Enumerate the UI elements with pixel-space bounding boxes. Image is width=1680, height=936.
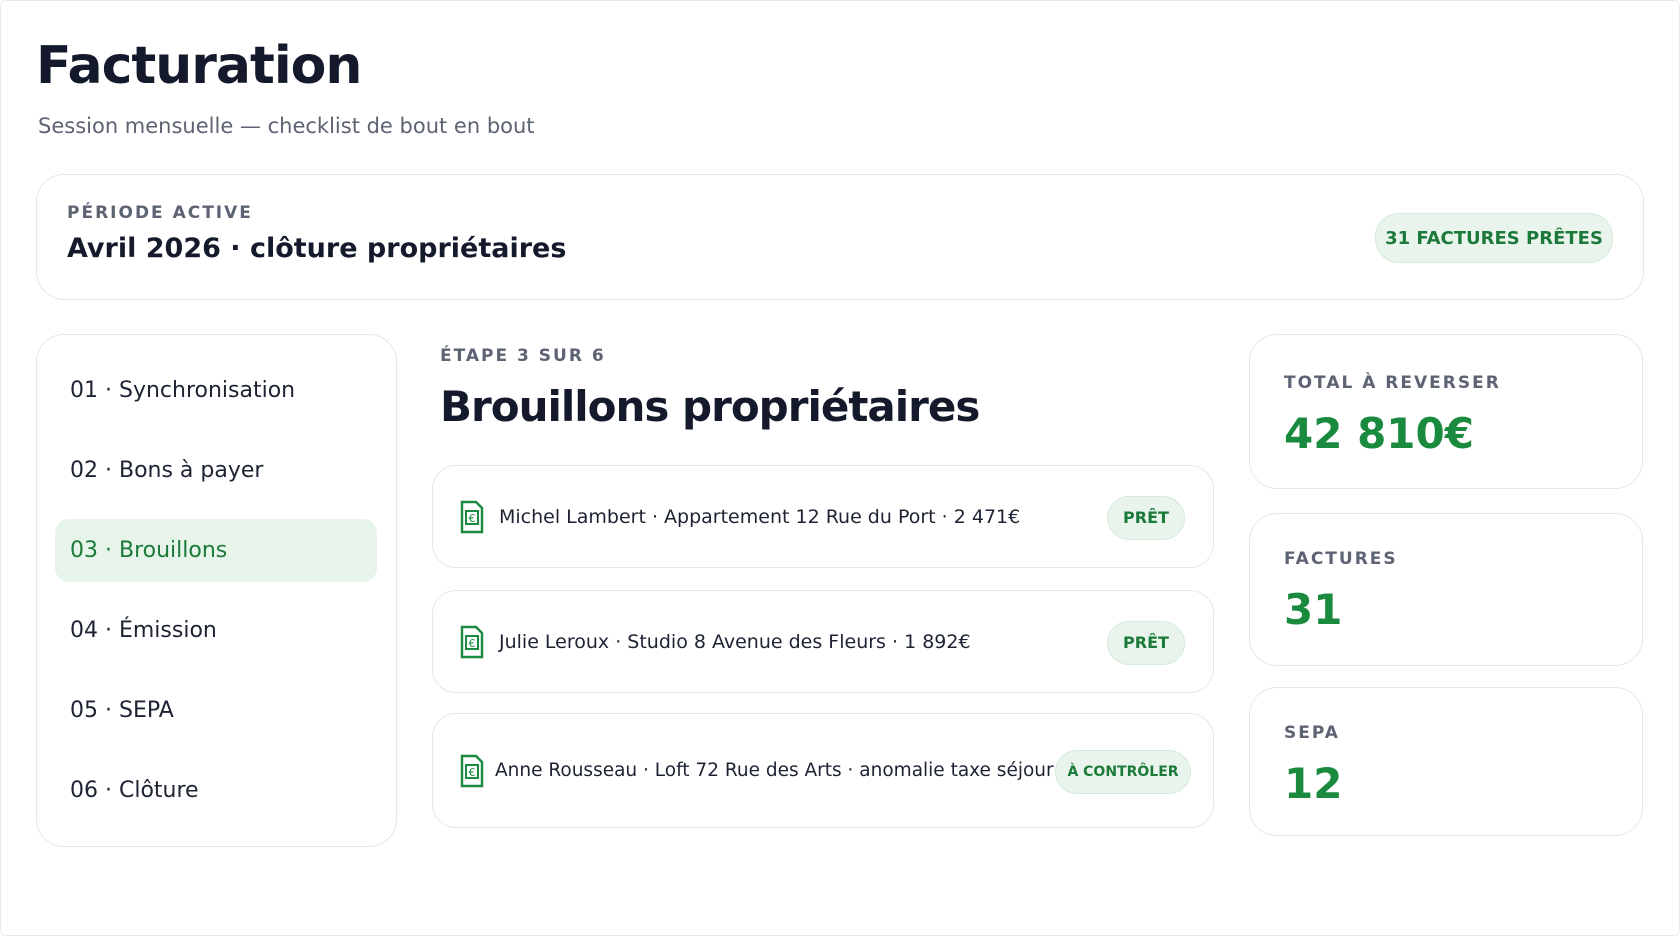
step-item[interactable]: 05 · SEPA xyxy=(70,698,174,723)
period-value: Avril 2026 · clôture propriétaires xyxy=(67,233,567,264)
page-title: Facturation xyxy=(36,36,362,96)
step-item[interactable]: 06 · Clôture xyxy=(70,778,199,803)
draft-row[interactable]: € Anne Rousseau · Loft 72 Rue des Arts · … xyxy=(432,713,1214,828)
invoice-icon: € xyxy=(459,500,485,534)
svg-text:€: € xyxy=(469,512,476,525)
stat-label: FACTURES xyxy=(1284,549,1398,569)
draft-text: Anne Rousseau · Loft 72 Rue des Arts · a… xyxy=(495,760,1054,781)
step-item[interactable]: 03 · Brouillons xyxy=(55,519,377,582)
step-item[interactable]: 02 · Bons à payer xyxy=(70,458,264,483)
invoice-icon: € xyxy=(459,754,485,788)
stat-value: 42 810€ xyxy=(1284,409,1474,458)
step-item[interactable]: 04 · Émission xyxy=(70,618,217,643)
svg-text:€: € xyxy=(469,637,476,650)
stat-label: SEPA xyxy=(1284,723,1340,743)
stat-card: SEPA 12 xyxy=(1249,687,1643,836)
status-badge: À CONTRÔLER xyxy=(1055,749,1191,794)
status-badge: PRÊT xyxy=(1107,495,1185,540)
invoice-icon: € xyxy=(459,625,485,659)
draft-row[interactable]: € Michel Lambert · Appartement 12 Rue du … xyxy=(432,465,1214,568)
draft-text: Julie Leroux · Studio 8 Avenue des Fleur… xyxy=(499,630,971,653)
draft-text: Michel Lambert · Appartement 12 Rue du P… xyxy=(499,505,1021,528)
status-badge: PRÊT xyxy=(1107,620,1185,665)
step-eyebrow: ÉTAPE 3 SUR 6 xyxy=(440,346,606,366)
step-title: Brouillons propriétaires xyxy=(440,382,980,431)
period-label: PÉRIODE ACTIVE xyxy=(67,203,253,223)
stat-card: FACTURES 31 xyxy=(1249,513,1643,666)
stat-value: 12 xyxy=(1284,759,1343,808)
svg-text:€: € xyxy=(469,766,476,779)
draft-row[interactable]: € Julie Leroux · Studio 8 Avenue des Fleu… xyxy=(432,590,1214,693)
subtitle: Session mensuelle — checklist de bout en… xyxy=(38,114,535,138)
stat-value: 31 xyxy=(1284,585,1343,634)
step-item[interactable]: 01 · Synchronisation xyxy=(70,378,296,403)
stat-label: TOTAL À REVERSER xyxy=(1284,373,1501,393)
steps-nav: 01 · Synchronisation 02 · Bons à payer 03 … xyxy=(36,334,397,847)
period-card: PÉRIODE ACTIVE Avril 2026 · clôture prop… xyxy=(36,174,1644,300)
ready-badge: 31 FACTURES PRÊTES xyxy=(1375,213,1613,263)
stat-card: TOTAL À REVERSER 42 810€ xyxy=(1249,334,1643,489)
